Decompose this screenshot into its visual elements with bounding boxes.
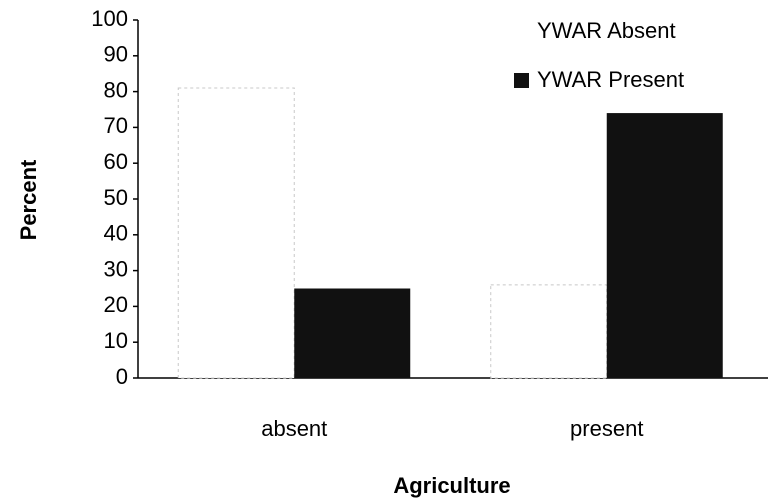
y-tick-label: 20 xyxy=(104,292,128,317)
legend-swatch xyxy=(514,73,529,88)
y-tick-label: 70 xyxy=(104,113,128,138)
y-axis-title: Percent xyxy=(16,159,41,240)
bar xyxy=(177,87,295,379)
y-tick-label: 90 xyxy=(104,42,128,67)
y-tick-label: 80 xyxy=(104,77,128,102)
legend-swatch xyxy=(514,24,529,39)
y-tick-label: 100 xyxy=(91,6,128,31)
y-tick-label: 0 xyxy=(116,364,128,389)
y-tick-label: 60 xyxy=(104,149,128,174)
legend-label: YWAR Absent xyxy=(537,18,676,43)
y-tick-label: 30 xyxy=(104,256,128,281)
legend-label: YWAR Present xyxy=(537,67,684,92)
bar xyxy=(606,113,723,378)
bar xyxy=(294,288,411,378)
x-axis-title: Agriculture xyxy=(393,473,510,498)
x-tick-label: absent xyxy=(261,416,327,441)
bar xyxy=(490,284,608,379)
y-tick-label: 10 xyxy=(104,328,128,353)
y-tick-label: 50 xyxy=(104,185,128,210)
x-tick-label: present xyxy=(570,416,643,441)
y-tick-label: 40 xyxy=(104,221,128,246)
